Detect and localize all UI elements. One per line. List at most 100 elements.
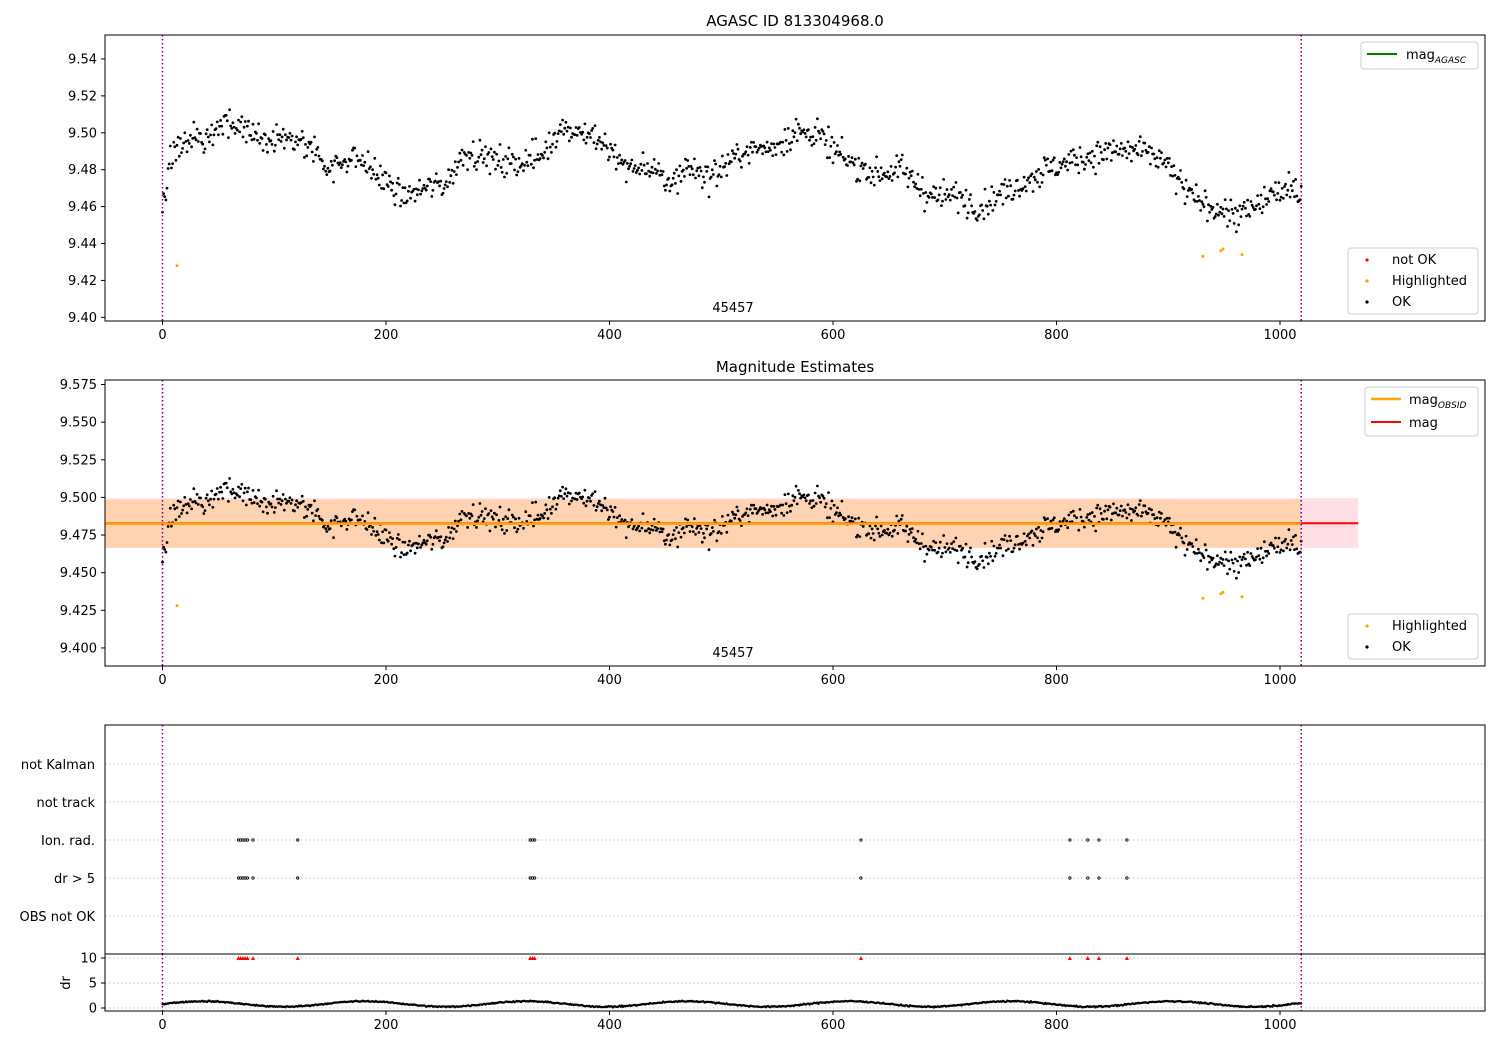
ok-point (786, 126, 790, 130)
ok-point (256, 502, 259, 505)
ok-point (1105, 157, 1109, 161)
ok-point (1209, 556, 1213, 559)
ok-point (524, 510, 528, 514)
ok-point (557, 494, 561, 498)
ok-point (793, 495, 797, 499)
ok-point (1147, 507, 1151, 511)
ok-point (167, 162, 171, 166)
ok-point (570, 135, 573, 139)
ok-point (709, 175, 713, 179)
ok-point (1206, 219, 1209, 223)
ok-point (266, 150, 269, 154)
flag-events (236, 838, 1129, 880)
ok-point (1059, 524, 1063, 528)
panel-2-points (161, 477, 1303, 608)
ok-point (909, 174, 913, 178)
ok-point (212, 133, 216, 137)
ok-point (557, 129, 561, 133)
ok-point (1260, 211, 1264, 215)
ok-point (917, 188, 921, 191)
ok-point (697, 531, 701, 534)
dr-threshold-marker (245, 956, 250, 960)
ok-point (1078, 508, 1082, 511)
ok-point (1124, 149, 1128, 153)
ok-point (1040, 181, 1044, 184)
ok-point (1195, 552, 1199, 555)
ok-point (1277, 181, 1281, 185)
ok-point (789, 148, 792, 152)
x-tick-label: 200 (374, 673, 399, 688)
ok-point (1165, 157, 1169, 160)
ok-point (915, 187, 919, 190)
ok-point (1279, 195, 1283, 199)
ok-point (241, 499, 245, 503)
ok-point (910, 169, 914, 173)
ok-point (950, 188, 953, 191)
ok-point (479, 513, 483, 517)
ok-point (1064, 164, 1067, 168)
ok-point (1121, 154, 1124, 158)
ok-point (1106, 508, 1110, 512)
ok-point (713, 518, 716, 522)
ok-point (652, 158, 656, 161)
panel-1-obs-bounds (161, 35, 1302, 321)
ok-point (783, 127, 787, 131)
ok-point (885, 531, 888, 535)
ok-point (380, 186, 383, 190)
ok-point (1199, 209, 1203, 212)
ok-point (553, 131, 557, 135)
ok-point (717, 530, 721, 533)
ok-point (240, 482, 244, 486)
ok-point (1130, 519, 1133, 522)
ok-point (1069, 149, 1073, 153)
ok-point (310, 511, 314, 515)
ok-point (409, 196, 412, 200)
ok-point (377, 183, 381, 187)
ok-point (1203, 543, 1207, 547)
ok-point (1066, 168, 1070, 172)
ok-point (433, 179, 437, 183)
ok-point (736, 509, 740, 513)
ok-point (1079, 155, 1083, 159)
ok-point (566, 125, 570, 129)
ok-point (1182, 541, 1186, 545)
ok-point (1097, 161, 1101, 165)
ok-point (948, 550, 952, 554)
ok-point (991, 559, 995, 563)
ok-point (1201, 202, 1205, 206)
ok-point (228, 477, 232, 480)
ok-point (217, 133, 220, 137)
ok-point (274, 143, 277, 147)
ok-point (593, 124, 597, 128)
ok-point (229, 124, 233, 128)
ok-point (162, 192, 166, 196)
ok-point (876, 170, 880, 173)
ok-point (480, 510, 484, 513)
ok-point (1032, 175, 1036, 179)
ok-point (633, 164, 637, 168)
ok-point (1159, 156, 1162, 160)
ok-point (237, 485, 240, 489)
ok-point (1232, 222, 1236, 225)
ok-point (1280, 541, 1284, 545)
ok-point (1182, 187, 1186, 191)
ok-point (1226, 572, 1229, 576)
ok-point (924, 544, 928, 548)
ok-point (341, 163, 344, 167)
ok-point (170, 166, 173, 170)
ok-point (422, 538, 426, 542)
ok-point (577, 126, 581, 129)
ok-point (856, 533, 859, 537)
ok-point (335, 156, 339, 160)
ok-point (1001, 554, 1005, 558)
y-tick-label: 9.575 (60, 378, 97, 393)
x-tick-label: 600 (821, 1018, 846, 1033)
flag-label: Ion. rad. (41, 834, 95, 849)
ok-point (1289, 184, 1293, 188)
ok-point (398, 538, 401, 541)
ok-point (755, 150, 759, 154)
ok-point (326, 525, 330, 528)
ok-point (269, 502, 273, 506)
ok-point (1271, 190, 1275, 194)
ok-point (485, 164, 488, 168)
